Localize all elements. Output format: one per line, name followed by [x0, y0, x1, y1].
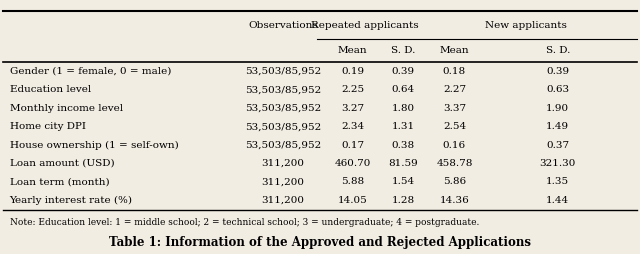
Text: 0.17: 0.17 [341, 141, 364, 150]
Text: 1.54: 1.54 [391, 178, 415, 186]
Text: Home city DPI: Home city DPI [10, 122, 86, 131]
Text: 3.37: 3.37 [443, 104, 466, 113]
Text: 0.18: 0.18 [443, 67, 466, 76]
Text: 0.39: 0.39 [391, 67, 415, 76]
Text: 2.25: 2.25 [341, 85, 364, 94]
Text: 1.49: 1.49 [546, 122, 570, 131]
Text: 81.59: 81.59 [388, 159, 418, 168]
Text: 0.37: 0.37 [546, 141, 570, 150]
Text: 0.63: 0.63 [546, 85, 570, 94]
Text: Mean: Mean [338, 46, 367, 55]
Text: Education level: Education level [10, 85, 91, 94]
Text: S. D.: S. D. [545, 46, 570, 55]
Text: 14.05: 14.05 [338, 196, 367, 205]
Text: Loan amount (USD): Loan amount (USD) [10, 159, 114, 168]
Text: 53,503/85,952: 53,503/85,952 [245, 141, 321, 150]
Text: 53,503/85,952: 53,503/85,952 [245, 104, 321, 113]
Text: 5.86: 5.86 [443, 178, 466, 186]
Text: 53,503/85,952: 53,503/85,952 [245, 85, 321, 94]
Text: 0.19: 0.19 [341, 67, 364, 76]
Text: 311,200: 311,200 [262, 178, 305, 186]
Text: 1.80: 1.80 [391, 104, 415, 113]
Text: Repeated applicants: Repeated applicants [311, 21, 419, 30]
Text: 2.54: 2.54 [443, 122, 466, 131]
Text: 1.44: 1.44 [546, 196, 570, 205]
Text: 53,503/85,952: 53,503/85,952 [245, 122, 321, 131]
Text: 2.34: 2.34 [341, 122, 364, 131]
Text: House ownership (1 = self-own): House ownership (1 = self-own) [10, 140, 179, 150]
Text: 311,200: 311,200 [262, 159, 305, 168]
Text: 2.27: 2.27 [443, 85, 466, 94]
Text: 5.88: 5.88 [341, 178, 364, 186]
Text: 1.90: 1.90 [546, 104, 570, 113]
Text: 14.36: 14.36 [440, 196, 469, 205]
Text: 53,503/85,952: 53,503/85,952 [245, 67, 321, 76]
Text: Monthly income level: Monthly income level [10, 104, 123, 113]
Text: 0.16: 0.16 [443, 141, 466, 150]
Text: 460.70: 460.70 [335, 159, 371, 168]
Text: 1.31: 1.31 [391, 122, 415, 131]
Text: 1.35: 1.35 [546, 178, 570, 186]
Text: Yearly interest rate (%): Yearly interest rate (%) [10, 196, 132, 205]
Text: Mean: Mean [440, 46, 469, 55]
Text: 3.27: 3.27 [341, 104, 364, 113]
Text: Observations: Observations [248, 21, 318, 30]
Text: 458.78: 458.78 [436, 159, 472, 168]
Text: 321.30: 321.30 [540, 159, 576, 168]
Text: New applicants: New applicants [485, 21, 566, 30]
Text: 311,200: 311,200 [262, 196, 305, 205]
Text: Note: Education level: 1 = middle school; 2 = technical school; 3 = undergraduat: Note: Education level: 1 = middle school… [10, 218, 479, 227]
Text: 0.38: 0.38 [391, 141, 415, 150]
Text: 0.39: 0.39 [546, 67, 570, 76]
Text: Loan term (month): Loan term (month) [10, 178, 109, 186]
Text: 0.64: 0.64 [391, 85, 415, 94]
Text: S. D.: S. D. [390, 46, 415, 55]
Text: Gender (1 = female, 0 = male): Gender (1 = female, 0 = male) [10, 67, 171, 76]
Text: 1.28: 1.28 [391, 196, 415, 205]
Text: Table 1: Information of the Approved and Rejected Applications: Table 1: Information of the Approved and… [109, 236, 531, 249]
